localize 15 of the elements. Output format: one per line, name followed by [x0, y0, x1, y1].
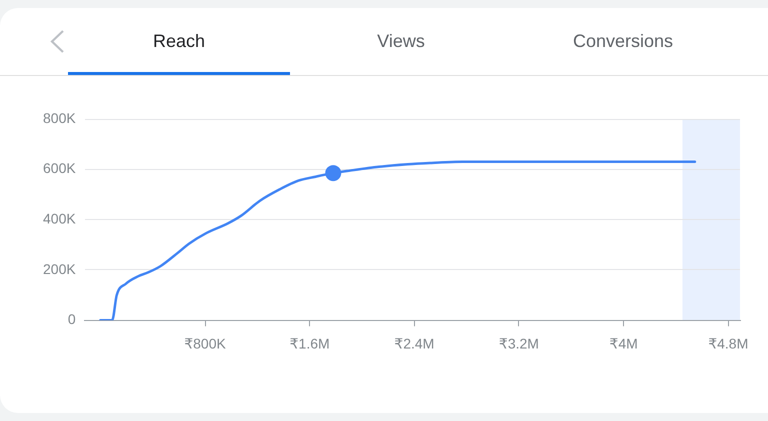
line-series: [99, 160, 696, 320]
y-tick-label: 200K: [42, 260, 76, 277]
x-tick-label: ₹800K: [184, 335, 226, 352]
y-tick-label: 0: [68, 311, 76, 328]
text: Views: [377, 30, 425, 52]
y-tick-label: 800K: [42, 110, 76, 126]
x-tick-label: ₹4M: [609, 335, 638, 352]
x-tick-label: ₹3.2M: [498, 335, 539, 352]
y-tick-label: 400K: [42, 210, 76, 226]
y-tick-label: 600K: [42, 160, 76, 176]
x-tick-label: ₹1.6M: [290, 335, 330, 352]
chart-title: Reach: [152, 30, 206, 52]
x-tick-label: ₹4.8M: [708, 335, 748, 352]
text: Conversions: [572, 30, 674, 52]
x-tick-label: ₹2.4M: [394, 335, 434, 352]
